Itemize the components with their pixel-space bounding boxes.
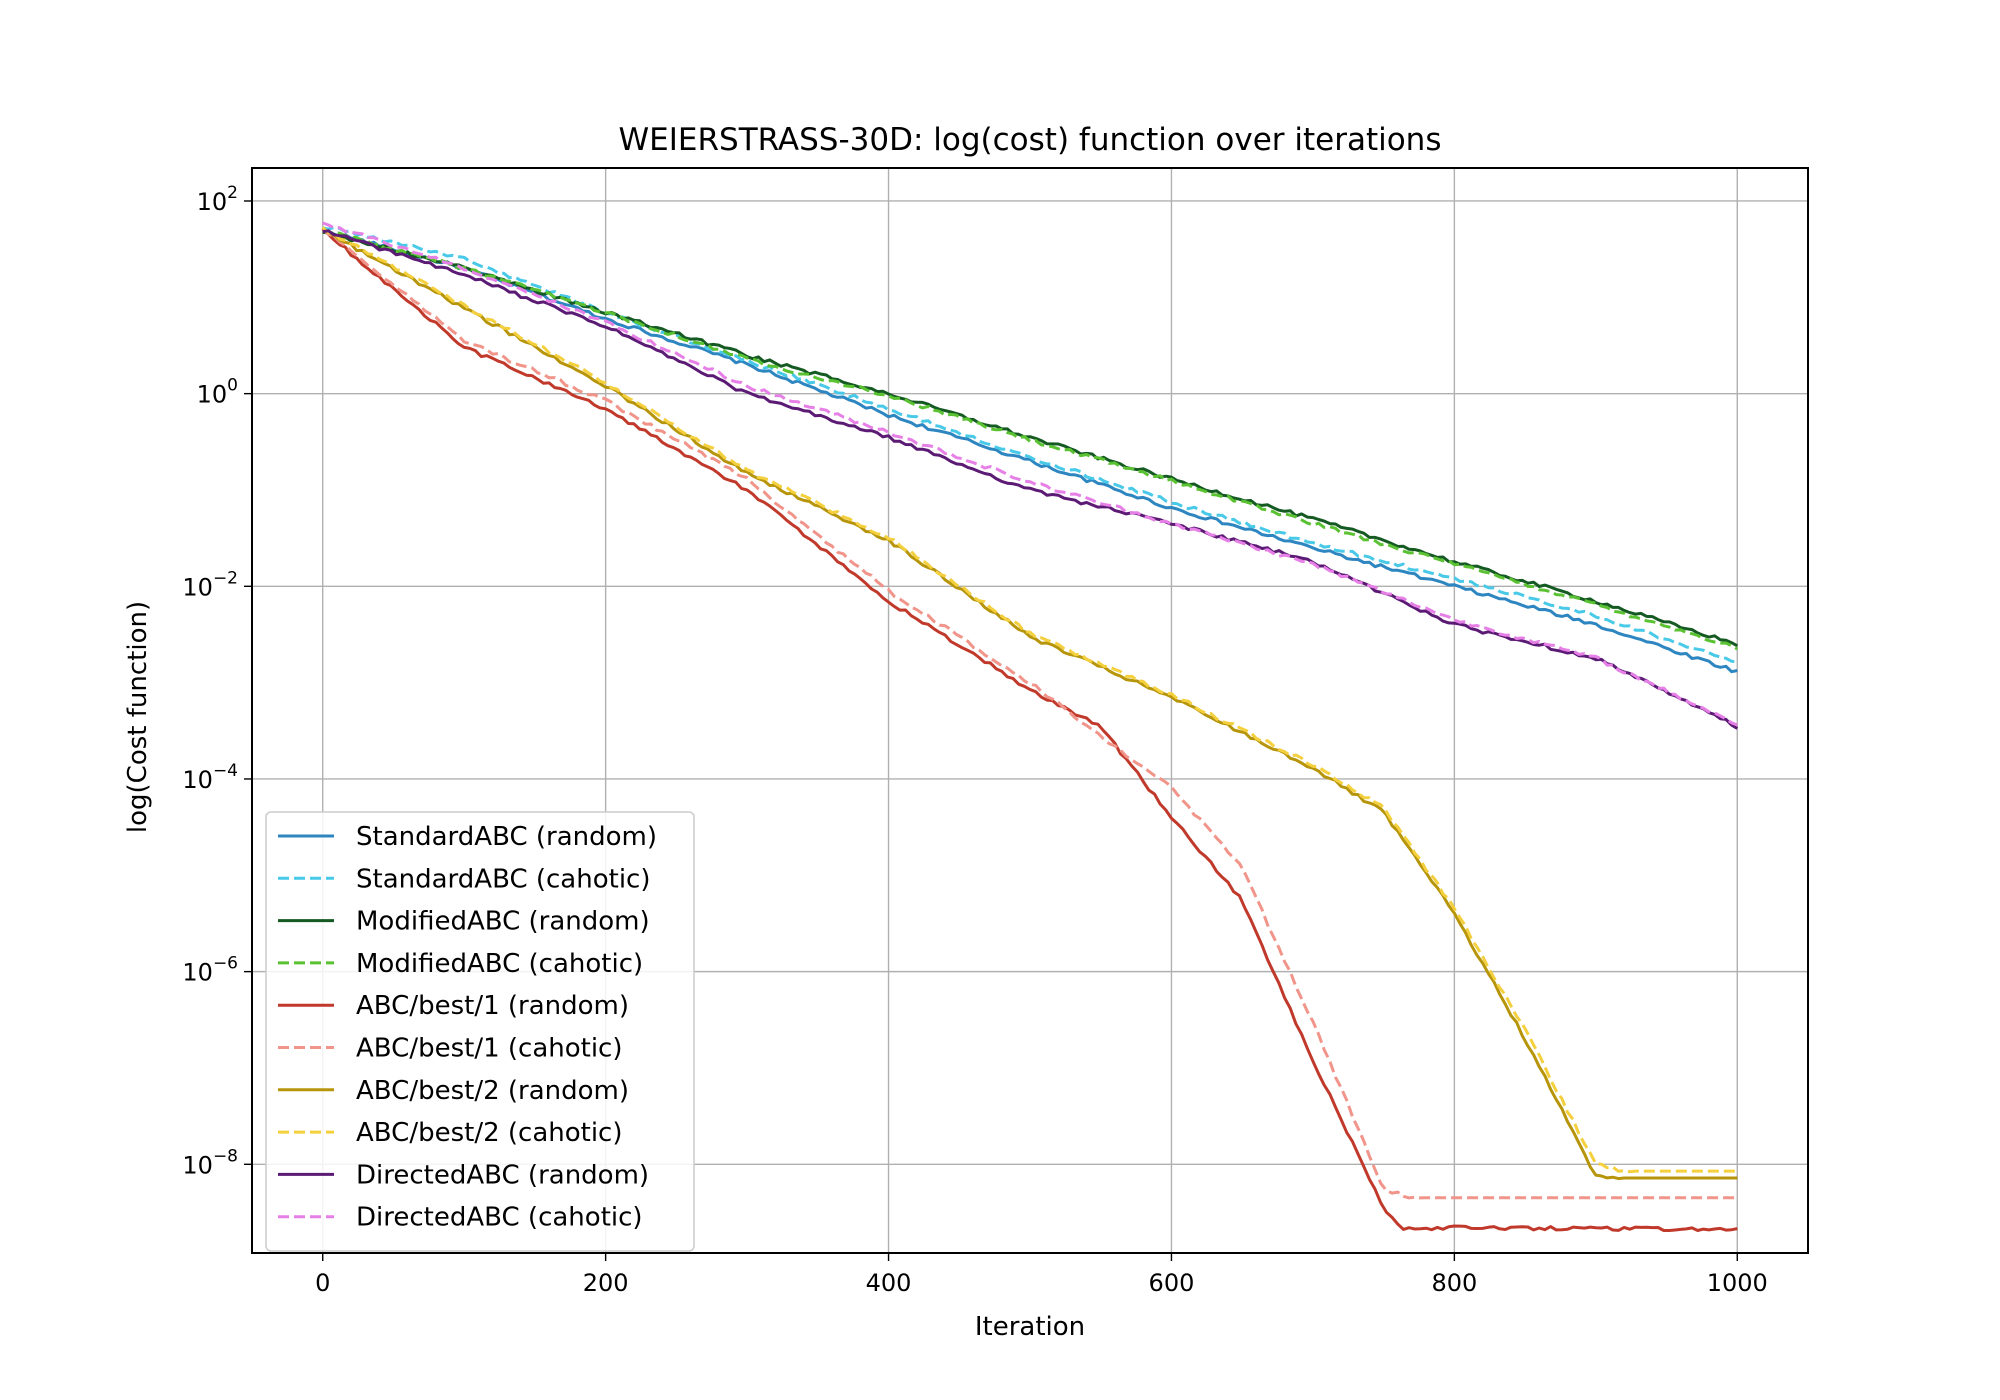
x-tick-label: 200 (583, 1269, 629, 1297)
legend-label: ABC/best/1 (cahotic) (356, 1034, 623, 1064)
y-tick-exponent: −6 (213, 954, 238, 974)
series-line (322, 221, 1738, 727)
legend-label: ABC/best/2 (random) (356, 1076, 629, 1106)
series-line (321, 226, 1738, 1174)
y-axis-title: log(Cost function) (123, 601, 153, 833)
y-tick-base: 10 (197, 381, 228, 409)
chart-title: WEIERSTRASS-30D: log(cost) function over… (619, 122, 1442, 158)
legend-label: ABC/best/2 (cahotic) (356, 1118, 623, 1148)
y-tick-base: 10 (197, 188, 228, 216)
y-tick-base: 10 (182, 959, 213, 987)
legend-box (265, 811, 695, 1252)
x-tick-label: 400 (866, 1269, 912, 1297)
y-tick-exponent: 0 (227, 376, 238, 396)
y-tick-exponent: 2 (227, 183, 238, 203)
legend-label: DirectedABC (random) (356, 1160, 649, 1190)
series-line (321, 228, 1738, 1200)
series-line (321, 227, 1738, 1232)
y-tick-base: 10 (182, 1151, 213, 1179)
series-lines (321, 221, 1739, 1232)
legend-label: ModifiedABC (cahotic) (356, 949, 643, 979)
y-tick-exponent: −2 (213, 568, 238, 588)
x-tick-label: 1000 (1707, 1269, 1768, 1297)
x-axis-title: Iteration (975, 1312, 1085, 1342)
x-tick-label: 800 (1431, 1269, 1477, 1297)
y-tick-label: 10−6 (182, 954, 238, 987)
x-tick-label: 600 (1149, 1269, 1195, 1297)
legend-label: ModifiedABC (random) (356, 907, 650, 937)
y-tick-label: 100 (197, 376, 238, 409)
legend: StandardABC (random) StandardABC (cahotic… (265, 811, 695, 1252)
series-line (322, 226, 1738, 664)
legend-label: StandardABC (random) (356, 822, 657, 852)
series-line (322, 230, 1739, 648)
legend-label: StandardABC (cahotic) (356, 864, 650, 894)
y-tick-exponent: −8 (213, 1146, 238, 1166)
y-tick-label: 10−2 (182, 568, 238, 601)
y-tick-base: 10 (182, 766, 213, 794)
legend-label: ABC/best/1 (random) (356, 991, 629, 1021)
legend-label: DirectedABC (cahotic) (356, 1203, 643, 1233)
y-tick-exponent: −4 (213, 761, 238, 781)
grid (252, 168, 1808, 1253)
y-tick-base: 10 (182, 573, 213, 601)
y-tick-label: 102 (197, 183, 238, 216)
series-line (322, 227, 1738, 674)
y-tick-label: 10−4 (182, 761, 238, 794)
series-line (321, 228, 1739, 651)
y-tick-label: 10−8 (182, 1146, 238, 1179)
series-line (322, 228, 1738, 1181)
plot-frame (251, 167, 1809, 1254)
x-tick-label: 0 (315, 1269, 330, 1297)
